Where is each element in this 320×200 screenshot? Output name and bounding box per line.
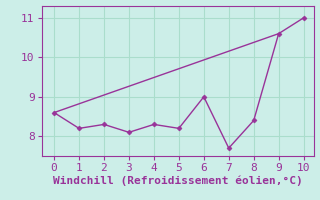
X-axis label: Windchill (Refroidissement éolien,°C): Windchill (Refroidissement éolien,°C): [53, 176, 302, 186]
